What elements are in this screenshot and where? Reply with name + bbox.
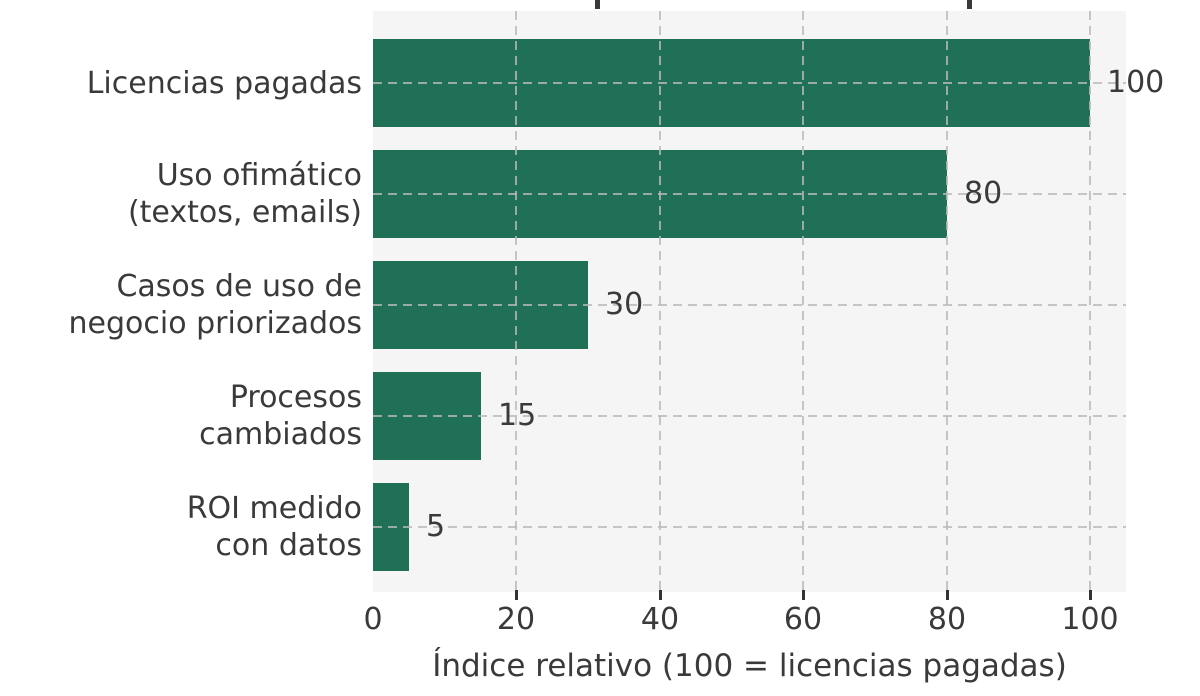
category-label-line: cambiados: [199, 417, 362, 452]
cropped-title-descender: [967, 0, 972, 9]
bar-value-label: 100: [1107, 65, 1165, 100]
category-label-line: Procesos: [229, 380, 362, 415]
vertical-gridline: [802, 11, 804, 592]
x-tick-label: 60: [783, 602, 823, 637]
x-tick-label: 40: [640, 602, 680, 637]
category-label-line: Licencias pagadas: [86, 65, 362, 101]
x-tick-mark: [515, 590, 518, 600]
category-label: Procesos cambiados: [0, 379, 362, 453]
bar-value-label: 15: [498, 398, 537, 433]
horizontal-gridline: [373, 415, 1126, 417]
x-axis-title: Índice relativo (100 = licencias pagadas…: [432, 648, 1067, 684]
horizontal-gridline: [373, 304, 1126, 306]
category-label: Casos de uso de negocio priorizados: [0, 268, 362, 342]
vertical-gridline: [946, 11, 948, 592]
x-tick-mark: [1089, 590, 1092, 600]
category-label: Uso ofimático (textos, emails): [0, 157, 362, 231]
bar-value-label: 80: [964, 176, 1003, 211]
category-label-line: ROI medido: [186, 491, 362, 526]
horizontal-gridline: [373, 526, 1126, 528]
x-tick-label: 100: [1061, 602, 1119, 637]
x-tick-label: 80: [927, 602, 967, 637]
category-label-line: negocio priorizados: [68, 306, 362, 341]
category-label: Licencias pagadas: [0, 65, 362, 102]
vertical-gridline: [515, 11, 517, 592]
x-tick-mark: [659, 590, 662, 600]
category-label-line: con datos: [215, 528, 362, 563]
horizontal-gridline: [373, 193, 1126, 195]
x-tick-mark: [802, 590, 805, 600]
category-label-line: Uso ofimático: [156, 158, 362, 193]
vertical-gridline: [659, 11, 661, 592]
horizontal-gridline: [373, 82, 1126, 84]
cropped-title-descender: [595, 0, 600, 9]
bar-value-label: 30: [605, 287, 644, 322]
x-tick-label: 20: [496, 602, 536, 637]
category-label: ROI medido con datos: [0, 490, 362, 564]
x-tick-mark: [946, 590, 949, 600]
category-label-line: Casos de uso de: [116, 269, 362, 304]
category-label-line: (textos, emails): [127, 195, 362, 230]
vertical-gridline: [1089, 11, 1091, 592]
bar-value-label: 5: [426, 509, 446, 544]
x-tick-label: 0: [363, 602, 383, 637]
plot-area: 100 80 30 15 5: [373, 11, 1164, 592]
